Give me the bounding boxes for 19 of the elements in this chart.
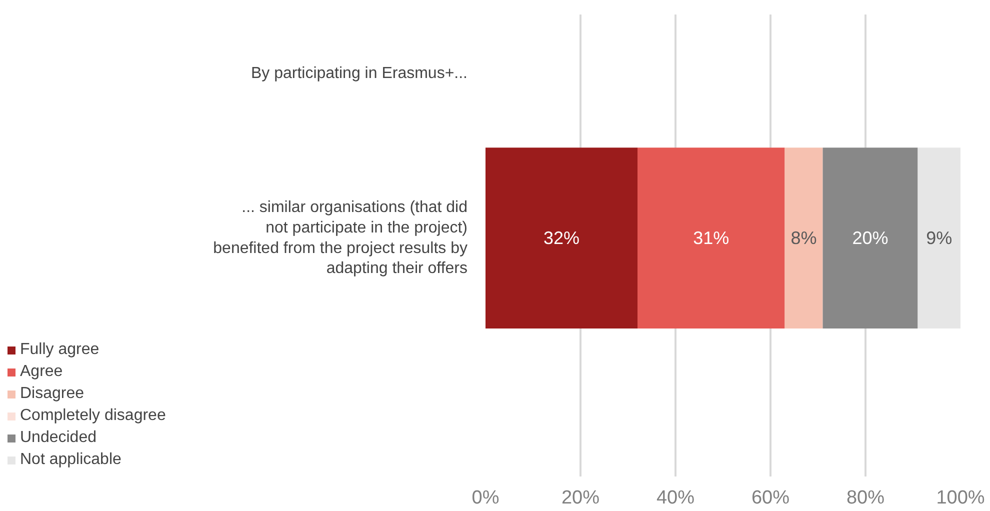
legend-label: Undecided — [20, 428, 96, 448]
y-tick-label: ... similar organisations (that did not participate in the project) benefited from the project results by adapting their offers — [213, 199, 468, 278]
x-tick-label: 40% — [656, 488, 695, 508]
data-label: 8% — [790, 228, 817, 248]
legend-label: Completely disagree — [20, 406, 166, 426]
x-tick-label: 80% — [846, 488, 885, 508]
legend-label: Fully agree — [20, 340, 100, 360]
data-label: 31% — [693, 228, 730, 248]
x-tick-label: 0% — [472, 488, 500, 508]
legend-label: Disagree — [20, 384, 84, 404]
x-tick-label: 100% — [936, 488, 985, 508]
data-label: 20% — [852, 228, 888, 248]
data-label: 32% — [543, 228, 580, 248]
legend-label: Not applicable — [20, 450, 122, 470]
legend-label: Agree — [20, 362, 63, 382]
data-label: 9% — [926, 228, 952, 248]
y-tick-label: By participating in Erasmus+... — [250, 65, 468, 82]
x-tick-label: 60% — [751, 488, 790, 508]
x-tick-label: 20% — [561, 488, 600, 508]
